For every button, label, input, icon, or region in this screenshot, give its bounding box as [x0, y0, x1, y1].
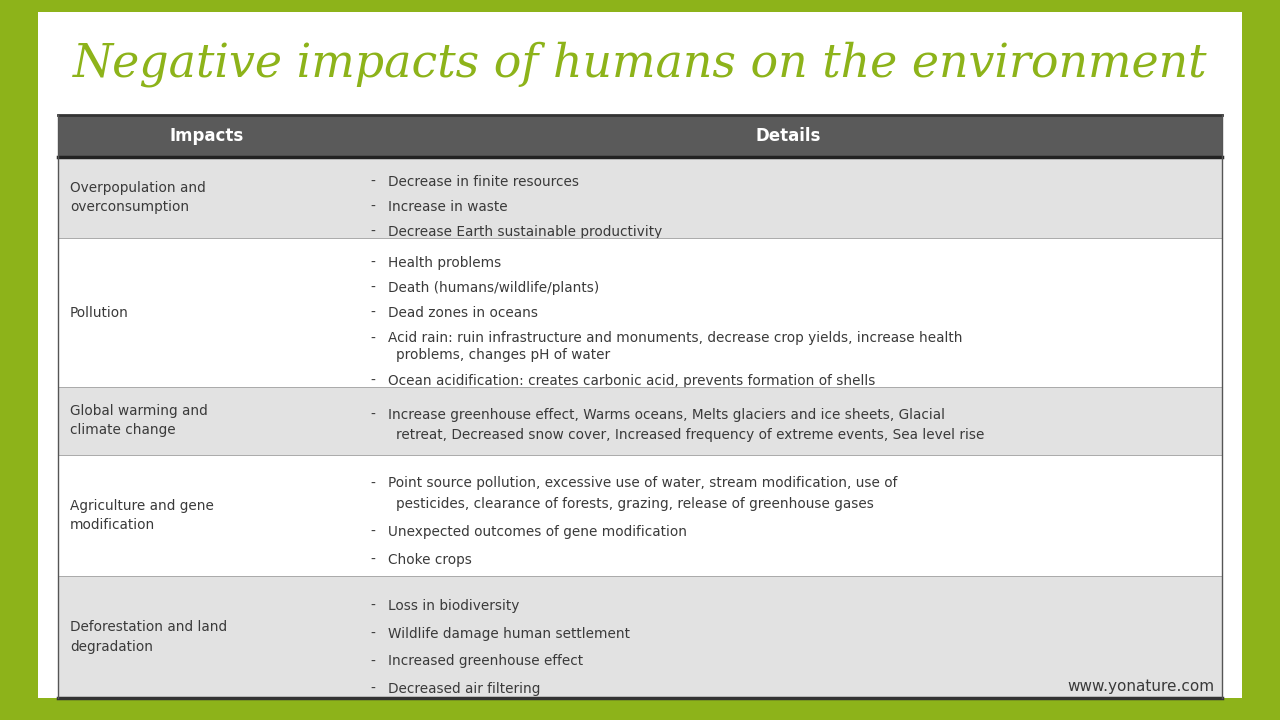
Text: Decreased air filtering: Decreased air filtering: [388, 682, 540, 696]
Text: -: -: [371, 477, 375, 490]
Text: pesticides, clearance of forests, grazing, release of greenhouse gases: pesticides, clearance of forests, grazin…: [396, 497, 874, 510]
Text: Global warming and
climate change: Global warming and climate change: [70, 404, 207, 438]
Text: www.yonature.com: www.yonature.com: [1066, 678, 1213, 693]
Bar: [58, 454, 1222, 576]
Bar: [58, 157, 1222, 238]
Text: -: -: [371, 626, 375, 641]
Text: Health problems: Health problems: [388, 256, 502, 270]
Text: Loss in biodiversity: Loss in biodiversity: [388, 599, 520, 613]
Text: -: -: [371, 682, 375, 696]
Text: Wildlife damage human settlement: Wildlife damage human settlement: [388, 626, 630, 641]
Text: -: -: [371, 175, 375, 189]
Text: Ocean acidification: creates carbonic acid, prevents formation of shells: Ocean acidification: creates carbonic ac…: [388, 374, 876, 387]
Text: Choke crops: Choke crops: [388, 553, 472, 567]
Bar: [58, 115, 1222, 157]
Text: Decrease in finite resources: Decrease in finite resources: [388, 175, 579, 189]
Text: -: -: [371, 225, 375, 239]
Text: Negative impacts of humans on the environment: Negative impacts of humans on the enviro…: [73, 41, 1207, 87]
Text: Pollution: Pollution: [70, 305, 129, 320]
Text: -: -: [371, 525, 375, 539]
Text: Point source pollution, excessive use of water, stream modification, use of: Point source pollution, excessive use of…: [388, 477, 897, 490]
Text: Overpopulation and
overconsumption: Overpopulation and overconsumption: [70, 181, 206, 215]
Text: -: -: [371, 374, 375, 387]
Text: -: -: [371, 331, 375, 346]
Text: Agriculture and gene
modification: Agriculture and gene modification: [70, 499, 214, 532]
Text: Dead zones in oceans: Dead zones in oceans: [388, 306, 538, 320]
Text: -: -: [371, 281, 375, 295]
Text: -: -: [371, 256, 375, 270]
Text: Increase in waste: Increase in waste: [388, 200, 508, 214]
Text: -: -: [371, 200, 375, 214]
Text: -: -: [371, 599, 375, 613]
Text: Impacts: Impacts: [169, 127, 243, 145]
Bar: [58, 238, 1222, 387]
Text: Unexpected outcomes of gene modification: Unexpected outcomes of gene modification: [388, 525, 687, 539]
Text: -: -: [371, 553, 375, 567]
Text: problems, changes pH of water: problems, changes pH of water: [396, 348, 611, 362]
Text: Decrease Earth sustainable productivity: Decrease Earth sustainable productivity: [388, 225, 662, 239]
Bar: [58, 387, 1222, 454]
Bar: [58, 576, 1222, 698]
Text: -: -: [371, 408, 375, 422]
Text: -: -: [371, 306, 375, 320]
Text: Death (humans/wildlife/plants): Death (humans/wildlife/plants): [388, 281, 599, 295]
Text: Acid rain: ruin infrastructure and monuments, decrease crop yields, increase hea: Acid rain: ruin infrastructure and monum…: [388, 331, 963, 346]
Text: Deforestation and land
degradation: Deforestation and land degradation: [70, 621, 227, 654]
Text: Details: Details: [755, 127, 822, 145]
Text: Increase greenhouse effect, Warms oceans, Melts glaciers and ice sheets, Glacial: Increase greenhouse effect, Warms oceans…: [388, 408, 945, 422]
Text: Increased greenhouse effect: Increased greenhouse effect: [388, 654, 584, 668]
Text: -: -: [371, 654, 375, 668]
Text: retreat, Decreased snow cover, Increased frequency of extreme events, Sea level : retreat, Decreased snow cover, Increased…: [396, 428, 984, 442]
